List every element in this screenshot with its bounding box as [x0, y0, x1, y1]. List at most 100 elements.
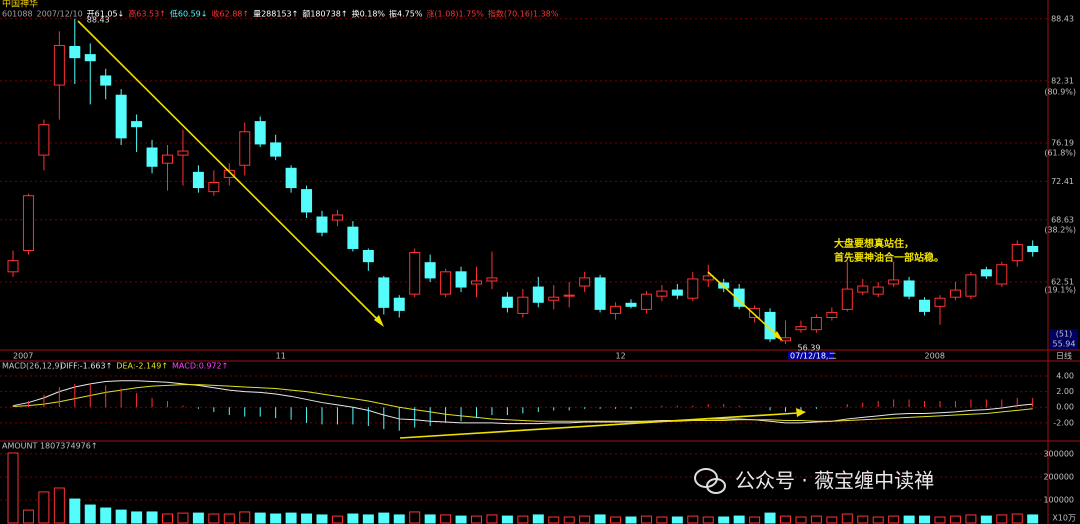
candle-body [888, 279, 900, 285]
header-item: 低60.59↓ [170, 9, 208, 19]
candle-body [919, 299, 931, 312]
candle-body [656, 290, 668, 297]
candle-body [1011, 243, 1023, 262]
header-item: 2007/12/10 [37, 10, 83, 19]
candle-body [594, 277, 606, 310]
header-item: 开61.05↓ [87, 10, 125, 19]
amount-bar [316, 514, 328, 524]
candle-body [69, 46, 81, 59]
amount-bar [285, 512, 297, 524]
macd-readout: DIFF:-1.663↑ [60, 362, 112, 371]
header: 601088 2007/12/10 开61.05↓ 高63.53↑ 低60.59↓ 收62… [2, 9, 559, 19]
amount-bar [100, 507, 112, 524]
fib-label: (80.9%) [1044, 88, 1076, 97]
candle-body [795, 326, 807, 331]
candle-body [378, 277, 390, 308]
amount-bar [764, 512, 776, 524]
amount-bar [919, 515, 931, 524]
candle-body [424, 262, 436, 279]
header-item: 涨(1.08)1.75% [426, 9, 484, 19]
macd-readout: MACD:0.972↑ [172, 362, 228, 371]
candle-body [733, 288, 745, 307]
header-item: 换0.18% [352, 9, 386, 19]
amount-bar [131, 511, 143, 524]
amount-bar [594, 514, 606, 524]
watermark-text: 公众号 · 薇宝缠中读禅 [735, 469, 934, 493]
fib-label: (38.2%) [1044, 226, 1076, 235]
amount-bar [687, 515, 699, 524]
candle-body [162, 154, 173, 164]
amount-bar [440, 514, 452, 524]
candle-body [702, 275, 714, 281]
y-tick-label: 300000 [1043, 449, 1074, 458]
amount-bar [393, 514, 405, 524]
candle-body [38, 124, 50, 156]
amount-bar [857, 515, 869, 524]
amount-bar [486, 514, 498, 524]
candle-body [347, 226, 359, 249]
candle-body [270, 142, 282, 157]
header-item: 指数(70.16)1.38% [488, 9, 559, 19]
amount-bar [177, 512, 189, 524]
candle-body [949, 289, 961, 298]
amount-bar [532, 514, 544, 524]
candle-body [471, 280, 482, 285]
fib-label: (61.8%) [1044, 149, 1076, 158]
y-tick-label: 76.19 [1051, 139, 1074, 148]
amount-bar [192, 512, 204, 524]
y-tick-label: 62.51 [1051, 277, 1074, 286]
candle-body [996, 264, 1008, 285]
amount-bar [795, 516, 807, 524]
amount-bar [517, 515, 529, 524]
amount-bar [115, 509, 127, 524]
amount-bar [1027, 514, 1039, 524]
candle-body [857, 285, 869, 293]
candle-body [501, 296, 513, 308]
candle-body [301, 189, 313, 213]
candle-body [980, 269, 992, 277]
amount-bar [718, 516, 730, 524]
amount-bar [22, 509, 34, 524]
candle-body [625, 302, 637, 307]
amount-bar [455, 515, 467, 524]
macd-line [12, 384, 1033, 422]
y-tick-label: 0.00 [1056, 403, 1074, 412]
amount-bar [749, 516, 761, 524]
period-name: 日线 [1056, 351, 1072, 361]
candle-body [965, 274, 977, 297]
amount-bar [301, 513, 313, 524]
amount-bar [1011, 513, 1023, 524]
y-tick-label: 4.00 [1056, 372, 1074, 381]
candle-body [115, 94, 127, 139]
amount-bar [38, 491, 50, 524]
amount-bar [780, 515, 791, 524]
amount-bar [69, 498, 81, 524]
macd-line [12, 380, 1033, 425]
candle-body [331, 214, 343, 221]
amount-bar [625, 516, 637, 524]
candle-body [563, 294, 575, 297]
candle-body [517, 296, 529, 314]
candle-body [934, 297, 946, 307]
annotation-line: 大盘要想真站住， [834, 237, 914, 250]
y-tick-label: 68.63 [1051, 215, 1074, 224]
low-label: 56.39 [798, 343, 821, 352]
candle-body [841, 288, 853, 310]
amount-bar [331, 515, 343, 524]
amount-bar [903, 515, 915, 524]
header-item: 额180738↑ [302, 9, 347, 19]
candle-body [764, 311, 776, 340]
candle-body [548, 296, 560, 301]
candle-body [208, 182, 220, 193]
candle-body [579, 277, 591, 287]
candle-body [146, 147, 158, 167]
header-item: 量288153↑ [253, 10, 298, 19]
candle-body [687, 278, 699, 299]
cursor-box [788, 351, 834, 360]
amount-bar [501, 515, 513, 524]
y-tick-label: 82.31 [1051, 76, 1074, 85]
amount-bar [239, 511, 251, 524]
candle-body [192, 171, 204, 189]
amount-bar [980, 515, 992, 524]
amount-bar [965, 514, 977, 524]
